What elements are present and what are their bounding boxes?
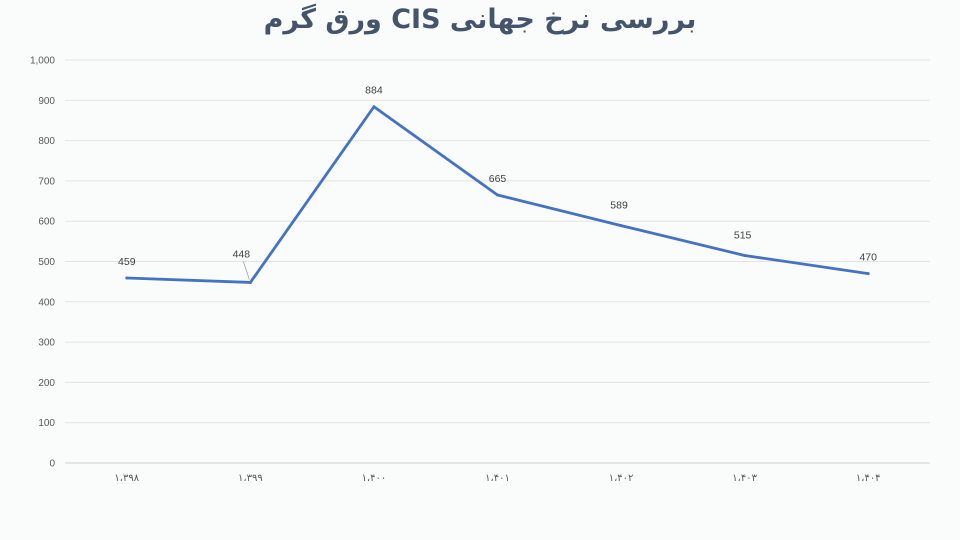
y-tick-label: 400 xyxy=(38,297,55,308)
data-label: 589 xyxy=(610,200,628,212)
x-tick-label: ۱،۳۹۹ xyxy=(238,473,263,484)
data-point xyxy=(743,253,747,257)
y-tick-label: 900 xyxy=(38,96,55,107)
data-point xyxy=(125,276,129,280)
data-label: 665 xyxy=(489,173,507,185)
x-tick-label: ۱،۳۹۸ xyxy=(114,473,139,484)
y-tick-label: 600 xyxy=(38,217,55,228)
data-label: 448 xyxy=(233,248,251,260)
x-tick-label: ۱،۴۰۰ xyxy=(362,473,387,484)
x-tick-label: ۱،۴۰۱ xyxy=(485,473,510,484)
leader-line xyxy=(242,261,250,280)
y-tick-label: 700 xyxy=(38,176,55,187)
data-point xyxy=(619,224,623,228)
data-label: 459 xyxy=(118,256,136,268)
y-tick-label: 800 xyxy=(38,136,55,147)
y-tick-label: 200 xyxy=(38,378,55,389)
x-tick-label: ۱،۴۰۲ xyxy=(609,473,634,484)
data-label: 470 xyxy=(859,252,877,264)
data-point xyxy=(248,280,252,284)
data-point xyxy=(372,105,376,109)
data-point xyxy=(866,272,870,276)
y-tick-label: 500 xyxy=(38,257,55,268)
data-label: 884 xyxy=(365,85,383,97)
y-tick-label: 100 xyxy=(38,418,55,429)
chart-title: بررسی نرخ جهانی CIS ورق گرم xyxy=(263,4,697,35)
y-tick-label: 300 xyxy=(38,338,55,349)
x-tick-label: ۱،۴۰۴ xyxy=(856,473,881,484)
x-tick-label: ۱،۴۰۳ xyxy=(732,473,757,484)
data-point xyxy=(496,193,499,197)
y-tick-label: 1,000 xyxy=(30,56,55,67)
data-label: 515 xyxy=(734,229,752,241)
y-tick-label: 0 xyxy=(49,459,55,470)
